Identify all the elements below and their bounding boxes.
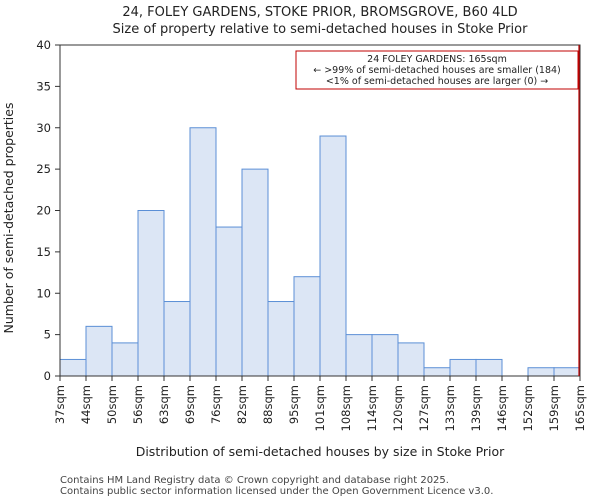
x-tick-label: 114sqm (365, 385, 379, 431)
x-tick-label: 159sqm (547, 385, 561, 431)
bar (449, 358, 477, 377)
y-tick-label: 0 (44, 369, 51, 383)
x-tick-label: 152sqm (521, 385, 535, 431)
bar (397, 342, 425, 377)
x-tick-label: 133sqm (443, 385, 457, 431)
bar (85, 325, 113, 377)
x-tick-label: 37sqm (53, 385, 67, 424)
footer-licence: Contains public sector information licen… (60, 486, 493, 497)
x-tick-label: 120sqm (391, 385, 405, 431)
bar (189, 127, 217, 377)
bar (293, 276, 321, 377)
bar (553, 367, 581, 377)
plot-frame (59, 44, 581, 377)
bar (527, 367, 555, 377)
footer-copyright: Contains HM Land Registry data © Crown c… (60, 475, 449, 486)
x-tick-label: 139sqm (469, 385, 483, 431)
bar (423, 367, 451, 377)
bar (319, 135, 347, 377)
bar (345, 334, 373, 377)
x-axis-label: Distribution of semi-detached houses by … (136, 444, 505, 459)
x-tick-label: 82sqm (235, 385, 249, 424)
bar (111, 342, 139, 377)
y-tick-label: 40 (36, 38, 51, 52)
x-tick-label: 56sqm (131, 385, 145, 424)
x-axis-ticks: 37sqm 44sqm 50sqm 56sqm 63sqm 69sqm 76sqm 82sqm… (53, 376, 587, 431)
y-axis-label: Number of semi-detached properties (1, 103, 16, 334)
bar-series (59, 127, 581, 377)
annotation-line-1: 24 FOLEY GARDENS: 165sqm (367, 54, 507, 65)
x-tick-label: 108sqm (339, 385, 353, 431)
x-tick-label: 88sqm (261, 385, 275, 424)
x-tick-label: 127sqm (417, 385, 431, 431)
y-axis-ticks: 0 5 10 15 20 25 30 35 40 (36, 38, 60, 383)
y-tick-label: 30 (36, 121, 51, 135)
x-tick-label: 101sqm (313, 385, 327, 431)
x-tick-label: 146sqm (495, 385, 509, 431)
x-tick-label: 50sqm (105, 385, 119, 424)
annotation-frame (295, 50, 579, 90)
y-tick-label: 15 (36, 245, 51, 259)
y-tick-label: 10 (36, 286, 51, 300)
x-tick-label: 76sqm (209, 385, 223, 424)
bar (215, 226, 243, 377)
y-tick-label: 25 (36, 162, 51, 176)
chart-title: 24, FOLEY GARDENS, STOKE PRIOR, BROMSGRO… (122, 5, 517, 20)
annotation-line-2: ← >99% of semi-detached houses are small… (313, 65, 561, 76)
bar (371, 334, 399, 377)
x-tick-label: 44sqm (79, 385, 93, 424)
bar (475, 358, 503, 377)
x-tick-label: 95sqm (287, 385, 301, 424)
x-tick-label: 165sqm (573, 385, 587, 431)
y-tick-label: 5 (44, 328, 51, 342)
bar (241, 168, 269, 377)
y-tick-label: 20 (36, 204, 51, 218)
y-tick-label: 35 (36, 79, 51, 93)
annotation-box: 24 FOLEY GARDENS: 165sqm ← >99% of semi-… (295, 50, 579, 90)
bar (137, 210, 165, 377)
bar (163, 301, 191, 377)
annotation-line-3: <1% of semi-detached houses are larger (… (326, 76, 548, 87)
x-tick-label: 63sqm (157, 385, 171, 424)
bar (59, 358, 87, 377)
bar (267, 301, 295, 377)
chart-subtitle: Size of property relative to semi-detach… (113, 22, 529, 37)
x-tick-label: 69sqm (183, 385, 197, 424)
